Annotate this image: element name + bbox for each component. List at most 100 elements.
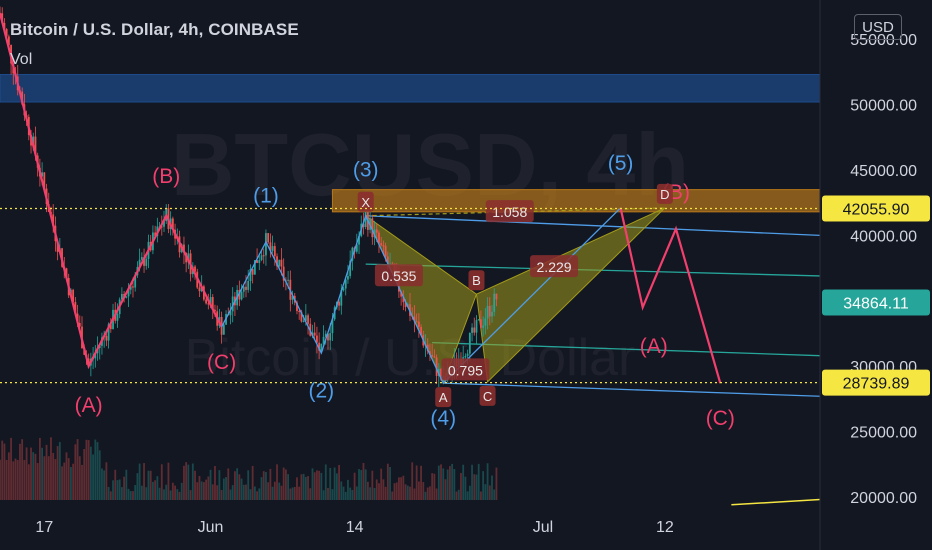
volume-bar — [41, 447, 44, 500]
volume-bar — [36, 463, 39, 500]
volume-bar — [269, 468, 272, 500]
candle-body — [329, 333, 332, 341]
volume-bar — [134, 485, 137, 500]
volume-bar — [371, 470, 374, 500]
candle-body — [291, 295, 294, 300]
volume-label: Vol — [10, 51, 33, 68]
volume-bar — [384, 486, 387, 500]
volume-bar — [107, 486, 110, 500]
volume-bar — [369, 487, 372, 500]
x-tick-label: Jun — [198, 519, 224, 536]
y-axis-panel — [820, 0, 932, 550]
volume-bar — [240, 478, 243, 500]
volume-bar — [10, 437, 12, 500]
candle-body — [145, 258, 148, 266]
candle-body — [127, 289, 130, 297]
volume-bar — [54, 459, 57, 500]
candle-body — [7, 36, 10, 46]
candle-body — [160, 226, 163, 228]
price-label-badge — [822, 195, 930, 222]
volume-bar — [238, 474, 241, 500]
volume-bar — [271, 486, 274, 500]
volume-bar — [429, 486, 431, 500]
volume-bar — [249, 489, 252, 500]
volume-bar — [378, 483, 380, 500]
candle-body — [214, 309, 216, 312]
candle-body — [344, 279, 347, 289]
candle-body — [154, 232, 157, 237]
volume-bar — [183, 465, 185, 500]
volume-bar — [247, 470, 250, 500]
candle-body — [402, 296, 405, 303]
candle-body — [120, 293, 123, 300]
candle-body — [431, 354, 434, 357]
candle-body — [134, 275, 137, 288]
volume-bar — [165, 484, 168, 500]
volume-bar — [94, 439, 97, 500]
volume-bar — [298, 486, 301, 500]
volume-bar — [446, 469, 449, 500]
volume-bar — [89, 446, 92, 500]
volume-bar — [493, 489, 496, 500]
volume-bar — [349, 487, 352, 500]
volume-bar — [327, 487, 329, 500]
volume-bar — [422, 482, 425, 500]
volume-bar — [251, 465, 254, 500]
volume-bar — [145, 487, 148, 500]
harmonic-ratio-label: 0.795 — [448, 362, 483, 378]
y-tick-label: 40000.00 — [850, 228, 917, 245]
candle-body — [245, 286, 247, 290]
volume-bar — [342, 486, 345, 500]
volume-bar — [484, 484, 487, 500]
candle-body — [324, 333, 327, 337]
candle-body — [491, 311, 493, 317]
symbol-title: Bitcoin / U.S. Dollar, 4h, COINBASE — [10, 20, 299, 39]
volume-bar — [293, 487, 296, 500]
volume-bar — [335, 473, 338, 500]
candle-body — [318, 342, 321, 351]
candle-body — [342, 288, 345, 291]
volume-bar — [406, 485, 409, 500]
volume-bar — [296, 477, 298, 500]
candle-body — [375, 229, 378, 233]
volume-bar — [253, 486, 256, 500]
volume-bar — [3, 443, 6, 500]
candle-body — [351, 247, 354, 261]
volume-bar — [47, 456, 50, 500]
candle-body — [355, 244, 358, 252]
candle-body — [72, 289, 75, 302]
harmonic-ratio-badge — [485, 200, 534, 223]
volume-bar — [287, 474, 290, 500]
candle-body — [78, 322, 81, 327]
harmonic-ratio-label: 1.058 — [492, 204, 527, 220]
volume-bar — [1, 440, 4, 500]
candle-body — [495, 293, 498, 300]
candle-body — [378, 232, 380, 244]
candle-body — [296, 302, 298, 312]
candle-body — [238, 289, 241, 300]
candle-body — [280, 259, 283, 267]
volume-bar — [200, 481, 203, 500]
volume-bar — [125, 469, 128, 500]
volume-bar — [415, 465, 418, 500]
candle-body — [371, 218, 374, 238]
volume-bar — [391, 491, 394, 500]
volume-bar — [338, 464, 340, 500]
wave-label: (3) — [353, 159, 379, 182]
harmonic-point-label: X — [361, 195, 370, 210]
volume-bar — [43, 456, 46, 500]
currency-button[interactable]: USD — [854, 14, 902, 40]
candle-body — [307, 315, 309, 324]
candle-body — [380, 243, 383, 246]
harmonic-point-label: A — [439, 390, 448, 405]
volume-bar — [180, 482, 183, 500]
volume-bar — [116, 480, 119, 500]
volume-bar — [282, 467, 285, 500]
candle-body — [183, 244, 185, 253]
candle-body — [105, 336, 108, 341]
volume-bar — [473, 474, 476, 500]
volume-bar — [147, 470, 150, 500]
candle-body — [276, 256, 278, 267]
